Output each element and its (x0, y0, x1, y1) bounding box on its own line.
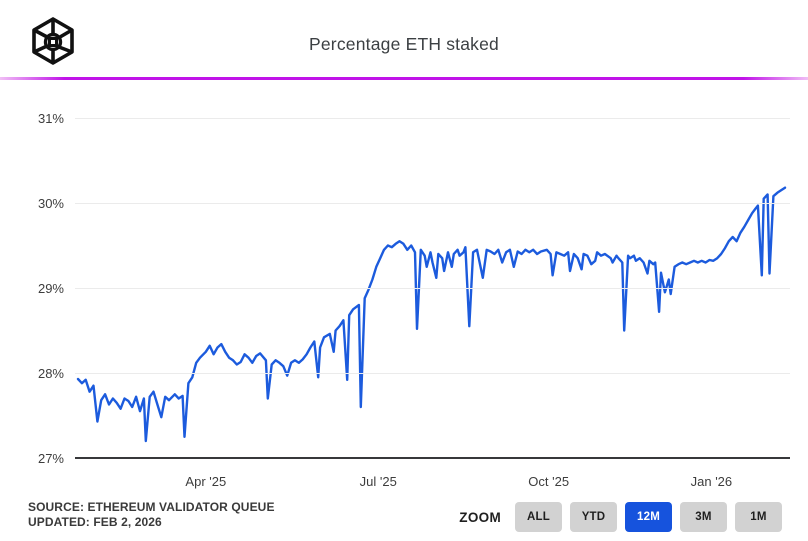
x-axis-line (75, 457, 790, 459)
x-axis-label: Jan '26 (690, 474, 733, 489)
zoom-button-3m[interactable]: 3M (680, 502, 727, 532)
y-gridline (75, 118, 790, 119)
y-gridline (75, 373, 790, 374)
source-attribution: SOURCE: ETHEREUM VALIDATOR QUEUE UPDATED… (28, 500, 275, 530)
cube-logo-icon (32, 17, 74, 65)
accent-separator (0, 77, 808, 80)
zoom-button-all[interactable]: ALL (515, 502, 562, 532)
zoom-controls: ZOOM ALL YTD 12M 3M 1M (459, 502, 782, 532)
footer: SOURCE: ETHEREUM VALIDATOR QUEUE UPDATED… (0, 497, 808, 541)
x-axis-label: Oct '25 (528, 474, 570, 489)
source-line: SOURCE: ETHEREUM VALIDATOR QUEUE (28, 500, 275, 514)
y-axis-label: 29% (37, 281, 64, 296)
page-title: Percentage ETH staked (309, 34, 499, 54)
zoom-button-12m[interactable]: 12M (625, 502, 672, 532)
line-chart-svg (76, 186, 787, 443)
zoom-label: ZOOM (459, 509, 501, 525)
x-axis-label: Jul '25 (359, 474, 397, 489)
y-axis-label: 28% (37, 366, 64, 381)
y-axis-label: 31% (37, 111, 64, 126)
plot-area[interactable] (75, 95, 790, 470)
chart-area: 27% 28% 29% 30% 31% Apr '25 Jul '25 Oct '25 Jan … (0, 95, 808, 495)
zoom-button-1m[interactable]: 1M (735, 502, 782, 532)
y-axis-label: 30% (37, 196, 64, 211)
updated-line: UPDATED: FEB 2, 2026 (28, 515, 162, 529)
x-axis-label: Apr '25 (185, 474, 227, 489)
eth-staked-line (76, 186, 787, 443)
y-gridline (75, 288, 790, 289)
y-gridline (75, 203, 790, 204)
header: Percentage ETH staked (0, 0, 808, 78)
y-axis-label: 27% (37, 451, 64, 466)
zoom-button-ytd[interactable]: YTD (570, 502, 617, 532)
